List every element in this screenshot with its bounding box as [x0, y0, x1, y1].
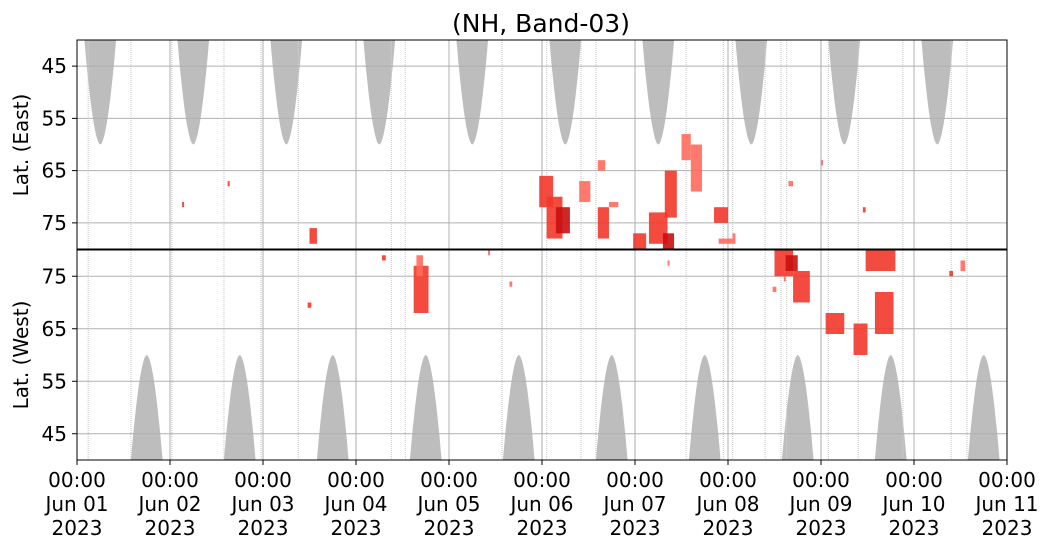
event-mark [785, 255, 798, 271]
y-axis-label-east: Lat. (East) [9, 94, 33, 197]
event-mark [488, 250, 491, 256]
x-tick-label: 00:00 Jun 06 2023 [508, 468, 573, 540]
y-tick-label: 45 [42, 422, 67, 446]
coverage-blob [316, 355, 349, 460]
panel-frame-east [76, 39, 1008, 250]
event-mark [633, 233, 647, 249]
event-mark [825, 313, 845, 334]
event-mark [793, 271, 810, 303]
event-mark [382, 255, 386, 261]
event-mark [821, 160, 823, 166]
coverage-blob [130, 355, 163, 460]
x-tick-label: 00:00 Jun 08 2023 [694, 468, 759, 540]
coverage-blob [595, 355, 628, 460]
y-tick-label: 75 [42, 211, 67, 235]
x-tick-label: 00:00 Jun 02 2023 [136, 468, 201, 540]
event-mark [772, 286, 777, 292]
event-mark [681, 134, 691, 161]
event-mark [597, 207, 609, 239]
coverage-blob [874, 355, 907, 460]
event-mark [788, 181, 794, 187]
y-tick-label: 65 [42, 159, 67, 183]
y-tick-label: 55 [42, 106, 67, 130]
event-mark [413, 265, 429, 313]
x-tick-label: 00:00 Jun 11 2023 [973, 468, 1038, 540]
event-mark [718, 238, 733, 244]
event-mark [949, 271, 954, 277]
event-mark [227, 181, 230, 187]
coverage-blob [270, 40, 303, 145]
x-tick-label: 00:00 Jun 07 2023 [601, 468, 666, 540]
event-mark [664, 170, 677, 218]
x-tick-label: 00:00 Jun 01 2023 [43, 468, 108, 540]
event-mark [732, 233, 736, 244]
event-mark [667, 260, 670, 266]
event-mark [307, 302, 312, 308]
event-mark [862, 207, 866, 213]
y-tick-label: 55 [42, 369, 67, 393]
event-mark [309, 228, 317, 244]
event-mark [579, 181, 591, 202]
coverage-blob [223, 355, 256, 460]
event-mark [555, 207, 570, 234]
coverage-blob [177, 40, 210, 145]
coverage-blob [642, 40, 675, 145]
coverage-blob [502, 355, 535, 460]
event-mark [608, 201, 619, 208]
coverage-blob [409, 355, 442, 460]
event-mark [714, 207, 728, 223]
event-mark [416, 255, 423, 277]
event-mark [182, 201, 185, 208]
y-tick-label: 45 [42, 54, 67, 78]
y-tick-label: 65 [42, 317, 67, 341]
coverage-blob [84, 40, 117, 145]
y-axis-label-west: Lat. (West) [9, 301, 33, 410]
event-mark [865, 250, 896, 271]
event-mark [597, 160, 606, 171]
coverage-blob [688, 355, 721, 460]
x-tick-label: 00:00 Jun 10 2023 [880, 468, 945, 540]
event-mark [853, 323, 868, 355]
x-tick-label: 00:00 Jun 03 2023 [229, 468, 294, 540]
event-mark [662, 233, 675, 249]
event-mark [509, 281, 513, 287]
y-tick-label: 75 [42, 264, 67, 288]
coverage-blob [735, 40, 768, 145]
x-tick-label: 00:00 Jun 05 2023 [415, 468, 480, 540]
event-mark [783, 276, 786, 282]
chart-title: (NH, Band-03) [452, 9, 630, 38]
event-mark [690, 144, 702, 192]
x-tick-label: 00:00 Jun 04 2023 [322, 468, 387, 540]
plot-area [76, 40, 1008, 460]
event-mark [960, 260, 966, 271]
coverage-blob [363, 40, 396, 145]
coverage-blob [921, 40, 954, 145]
x-tick-label: 00:00 Jun 09 2023 [787, 468, 852, 540]
event-mark [874, 292, 894, 334]
coverage-blob [967, 355, 1000, 460]
coverage-blob [828, 40, 861, 145]
